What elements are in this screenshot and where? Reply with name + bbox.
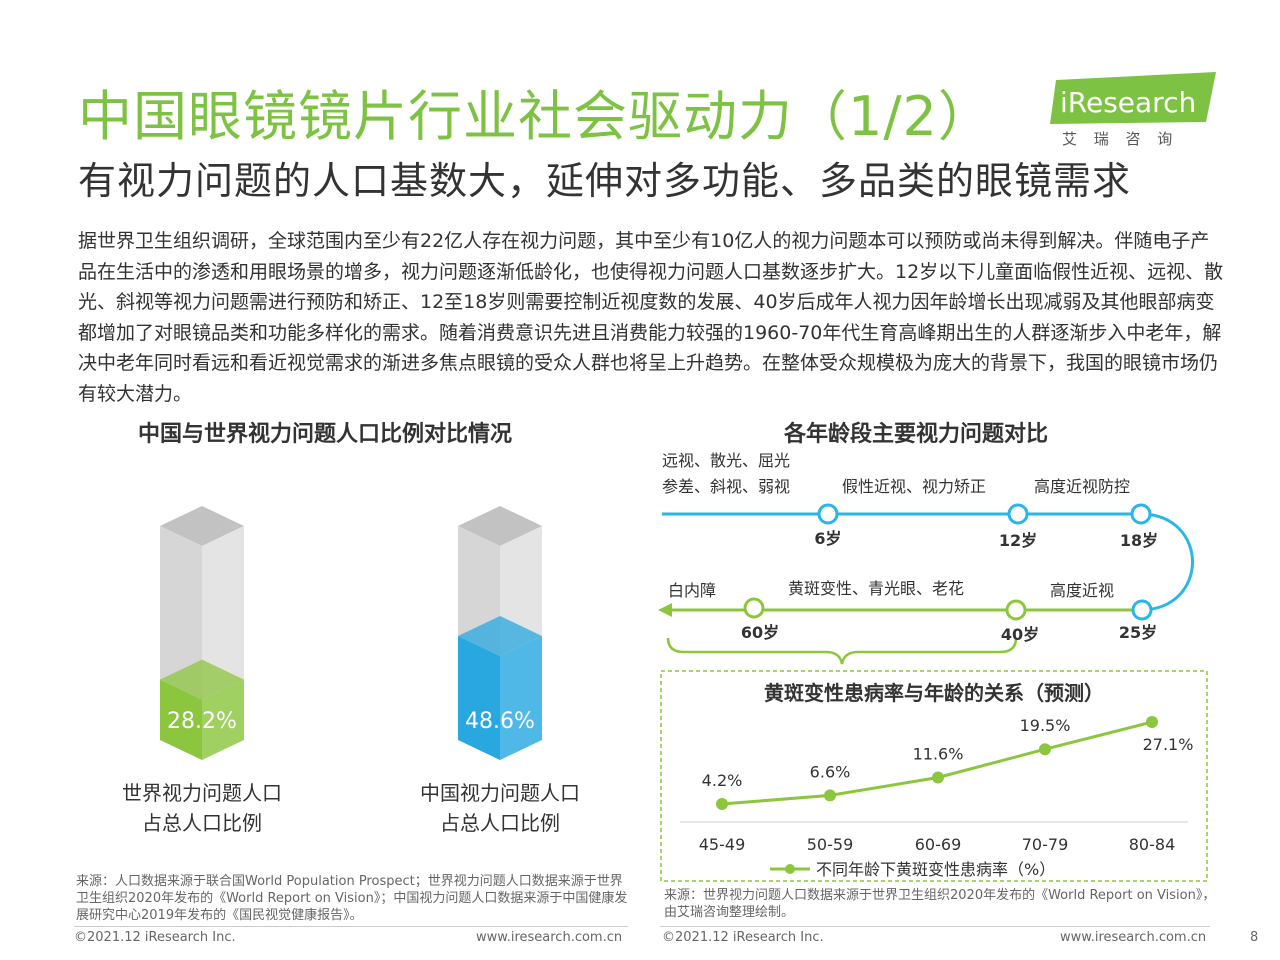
page-number: 8: [1250, 930, 1259, 945]
bar-empty-right-0: [202, 526, 244, 700]
x-tick-label-3: 70-79: [1022, 835, 1069, 854]
right-copyright: ©2021.12 iResearch Inc.: [662, 930, 824, 945]
node-25: [1131, 599, 1153, 621]
bar-category-label-0-1: 占总人口比例: [142, 811, 262, 835]
node-label-40: 40岁: [1001, 625, 1039, 644]
node-6: [817, 503, 839, 525]
bar-fill-left-0: [160, 679, 202, 760]
left-section-title: 中国与世界视力问题人口比例对比情况: [138, 422, 513, 447]
timeline-bracket: [666, 637, 1018, 665]
right-url[interactable]: www.iresearch.com.cn: [1060, 930, 1207, 945]
bar-fill-right-0: [202, 679, 244, 760]
data-label-3: 19.5%: [1020, 716, 1071, 735]
body-paragraph: 据世界卫生组织调研，全球范围内至少有22亿人存在视力问题，其中至少有10亿人的视…: [78, 230, 1224, 405]
legend-marker: [785, 864, 795, 874]
left-copyright: ©2021.12 iResearch Inc.: [74, 930, 236, 945]
left-source-note: 来源：人口数据来源于联合国World Population Prospect；世…: [76, 874, 628, 923]
age-timeline: 远视、散光、屈光 参差、斜视、弱视 假性近视、视力矫正 高度近视防控 6岁 12…: [658, 451, 1194, 665]
left-url[interactable]: www.iresearch.com.cn: [476, 930, 623, 945]
node-label-6: 6岁: [814, 529, 841, 548]
upper-label-3: 高度近视防控: [1034, 477, 1130, 496]
logo-cn: 艾 瑞 咨 询: [1062, 130, 1178, 148]
x-tick-label-2: 60-69: [915, 835, 962, 854]
lower-label-2: 黄斑变性、青光眼、老花: [788, 579, 964, 598]
page-title: 中国眼镜镜片行业社会驱动力（1/2）: [78, 85, 993, 148]
bar-category-label-0-0: 世界视力问题人口: [122, 781, 282, 805]
bar-category-label-1-1: 占总人口比例: [440, 811, 560, 835]
lower-label-1: 白内障: [668, 581, 716, 600]
node-label-12: 12岁: [999, 531, 1037, 550]
timeline-arrow: [658, 603, 672, 617]
data-point-1: [824, 789, 836, 802]
x-tick-label-1: 50-59: [807, 835, 854, 854]
node-label-25: 25岁: [1119, 623, 1157, 642]
x-tick-label-4: 80-84: [1129, 835, 1176, 854]
left-footer-divider: [74, 926, 628, 927]
right-footer-divider: [660, 926, 1210, 927]
page-subtitle: 有视力问题的人口基数大，延伸对多功能、多品类的眼镜需求: [78, 159, 1132, 203]
bar-fill-top-1: [458, 615, 542, 656]
data-label-1: 6.6%: [810, 762, 851, 781]
logo-banner: [1050, 72, 1216, 124]
bar-category-label-1-0: 中国视力问题人口: [420, 781, 580, 805]
logo-text: iResearch: [1060, 86, 1196, 119]
x-tick-label-0: 45-49: [699, 835, 746, 854]
data-point-2: [932, 771, 944, 784]
data-point-3: [1039, 743, 1051, 756]
upper-label-1b: 参差、斜视、弱视: [662, 477, 790, 496]
lower-label-3: 高度近视: [1050, 581, 1114, 600]
timeline-curve: [1139, 512, 1194, 612]
data-point-0: [716, 798, 728, 810]
bar-empty-left-0: [160, 526, 202, 700]
upper-label-2: 假性近视、视力矫正: [842, 477, 986, 496]
legend-label: 不同年龄下黄斑变性患病率（%）: [816, 860, 1055, 879]
bar-value-label-1: 48.6%: [465, 709, 535, 734]
bar-fill-left-1: [458, 635, 500, 760]
node-40: [1005, 599, 1027, 621]
iresearch-logo: iResearch 艾 瑞 咨 询: [1050, 72, 1216, 148]
node-60: [743, 597, 765, 619]
macular-line-chart: 黄斑变性患病率与年龄的关系（预测） 4.2% 45-49 6.6% 50-59 11.6%…: [660, 670, 1208, 882]
right-section-title: 各年龄段主要视力问题对比: [784, 422, 1049, 447]
data-point-4: [1146, 716, 1158, 728]
node-label-60: 60岁: [741, 623, 779, 642]
upper-label-1a: 远视、散光、屈光: [662, 451, 790, 470]
node-12: [1007, 503, 1029, 525]
node-label-18: 18岁: [1120, 531, 1158, 550]
bar-fill-right-1: [500, 635, 542, 760]
node-18: [1130, 503, 1152, 525]
data-label-2: 11.6%: [913, 745, 964, 764]
chart-box-border: [660, 670, 1208, 882]
data-label-0: 4.2%: [702, 771, 743, 790]
bar-value-label-0: 28.2%: [167, 709, 237, 734]
line-chart-title: 黄斑变性患病率与年龄的关系（预测）: [764, 681, 1104, 705]
right-source-note: 来源：世界视力问题人口数据来源于世界卫生组织2020年发布的《World Rep…: [664, 888, 1216, 920]
data-label-4: 27.1%: [1143, 735, 1194, 754]
bar-fill-top-0: [160, 659, 244, 700]
